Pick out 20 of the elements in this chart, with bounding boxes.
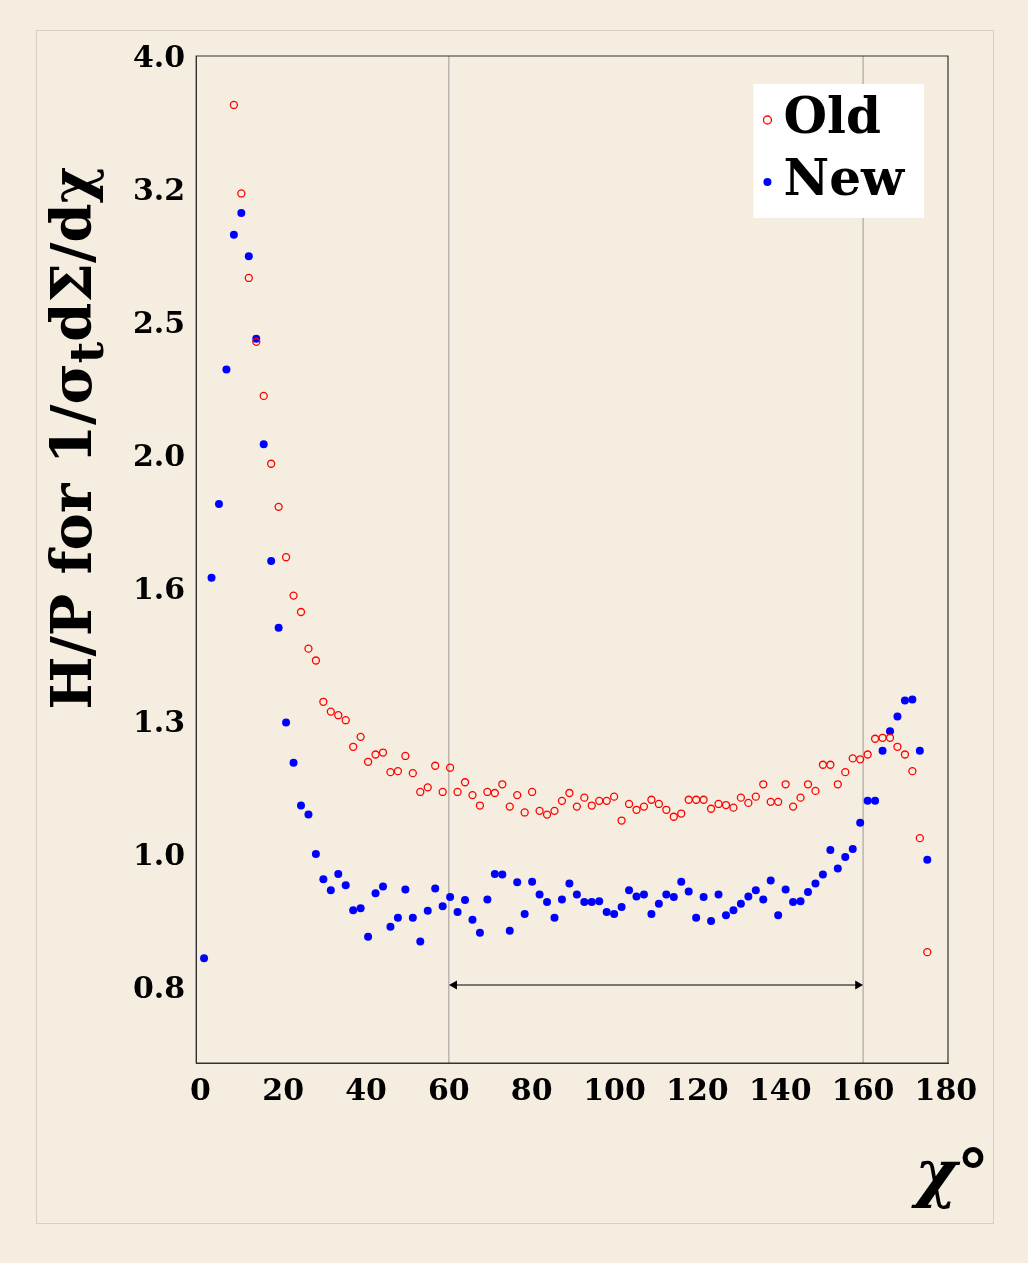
x-tick-label: 120 bbox=[666, 1071, 729, 1107]
x-tick-label: 180 bbox=[914, 1071, 978, 1107]
x-tick-label: 160 bbox=[831, 1071, 895, 1107]
y-tick-label: 0.8 bbox=[132, 969, 186, 1005]
x-tick-label: 100 bbox=[583, 1071, 646, 1107]
y-tick-label: 1.0 bbox=[132, 836, 186, 872]
y-tick-label: 3.2 bbox=[132, 171, 186, 207]
x-tick-label: 140 bbox=[748, 1071, 812, 1107]
x-tick-label: 0 bbox=[189, 1071, 211, 1107]
legend-label: Old bbox=[783, 85, 881, 145]
y-tick-label: 1.6 bbox=[132, 570, 186, 606]
x-tick-label: 80 bbox=[510, 1071, 553, 1107]
y-tick-label: 1.3 bbox=[132, 703, 186, 739]
y-tick-label: 2.5 bbox=[132, 304, 186, 340]
x-tick-label: 40 bbox=[345, 1071, 387, 1107]
x-tick-label: 60 bbox=[427, 1071, 470, 1107]
legend-label: New bbox=[783, 147, 906, 207]
x-tick-label: 20 bbox=[262, 1071, 305, 1107]
y-tick-label: 2.0 bbox=[132, 437, 186, 473]
y-tick-label: 4.0 bbox=[132, 38, 186, 74]
